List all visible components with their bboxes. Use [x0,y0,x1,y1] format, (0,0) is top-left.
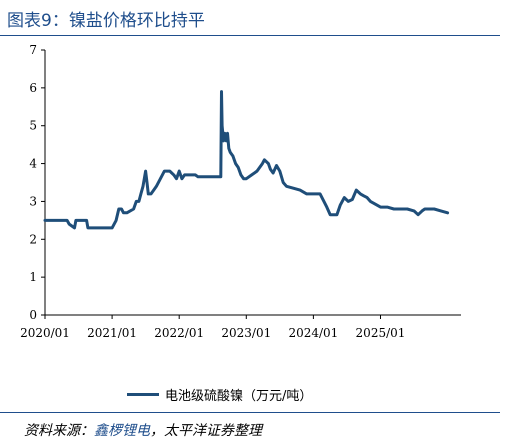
x-tick-label: 2022/01 [154,326,204,340]
legend-label: 电池级硫酸镍（万元/吨） [165,388,313,404]
chart-series [43,90,450,230]
y-axis-ticks: 0 1 2 3 4 5 6 7 [29,43,45,322]
source-label: 资料来源： [24,423,94,439]
y-tick-label: 4 [29,157,37,171]
y-tick-label: 5 [29,119,37,133]
chart-legend: 电池级硫酸镍（万元/吨） [127,384,312,404]
x-tick-label: 2025/01 [356,326,406,340]
source-provider: 鑫椤锂电 [94,423,150,439]
x-tick-label: 2021/01 [87,326,137,340]
source-separator: ， [150,423,164,439]
y-tick-label: 6 [29,81,37,95]
x-axis-ticks: 2020/01 2021/01 2022/01 2023/01 2024/01 2025/… [20,315,405,340]
y-tick-label: 7 [29,43,37,57]
source-compiler: 太平洋证券整理 [164,423,262,439]
figure-title: 图表9：镍盐价格环比持平 [7,11,205,31]
x-tick-label: 2020/01 [20,326,70,340]
figure-footer: 资料来源：鑫椤锂电，太平洋证券整理 [0,412,507,445]
y-tick-label: 1 [29,270,37,284]
y-tick-label: 3 [29,194,37,208]
series-line-nickel-sulfate [43,90,450,230]
y-tick-label: 2 [29,232,37,246]
x-tick-label: 2024/01 [288,326,338,340]
source-note: 资料来源：鑫椤锂电，太平洋证券整理 [24,420,262,440]
legend-line-swatch [127,392,159,396]
footer-divider [0,412,500,413]
title-divider [0,35,500,36]
chart-axes [44,50,461,316]
y-tick-label: 0 [29,308,37,322]
figure-header: 图表9：镍盐价格环比持平 [0,0,507,40]
x-tick-label: 2023/01 [221,326,271,340]
